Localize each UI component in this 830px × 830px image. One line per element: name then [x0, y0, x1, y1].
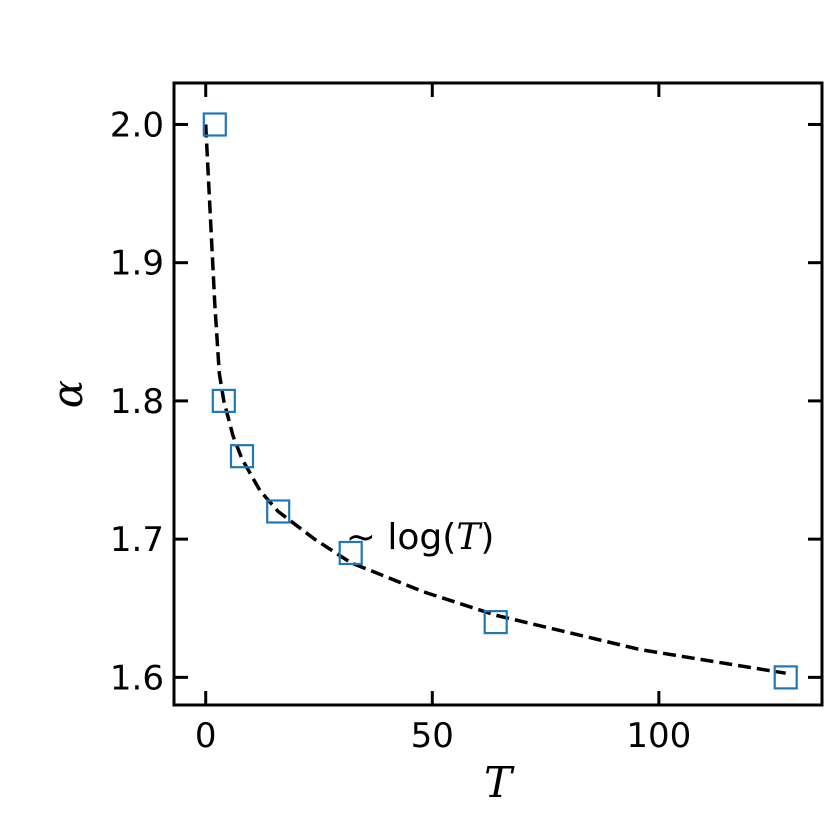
plot-area: [202, 112, 798, 690]
y-tick-label: 2.0: [110, 105, 164, 145]
x-axis-label: T: [484, 758, 515, 807]
data-point: [483, 609, 508, 635]
data-point: [211, 388, 236, 413]
fit-curve: [203, 124, 786, 675]
axis-ticks: 0 50 100 1.6 1.7 1.8 1.9 2.0: [110, 83, 822, 756]
y-axis-label: α: [43, 380, 92, 408]
y-tick-label: 1.9: [110, 244, 164, 284]
fit-annotation: ~ log(T): [346, 517, 495, 558]
annotation-suffix: ): [480, 517, 494, 558]
x-tick-label: 100: [626, 716, 691, 756]
x-tick-label: 50: [411, 716, 454, 756]
data-point: [229, 444, 255, 469]
data-point: [202, 112, 227, 137]
annotation-prefix: ~ log(: [346, 517, 457, 558]
data-point: [266, 499, 291, 524]
annotation-variable: T: [456, 517, 483, 558]
data-point: [773, 665, 798, 690]
y-tick-label: 1.8: [110, 382, 164, 422]
y-tick-label: 1.7: [110, 520, 164, 560]
data-point: [338, 540, 363, 566]
x-tick-label: 0: [195, 716, 217, 756]
y-tick-label: 1.6: [110, 658, 164, 698]
axes-frame: [172, 81, 824, 707]
